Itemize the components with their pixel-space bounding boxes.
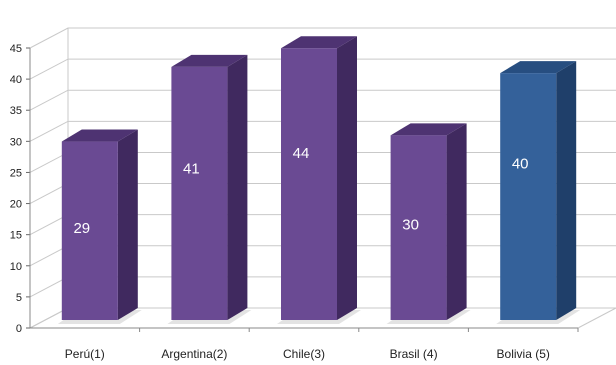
bar-side — [117, 129, 138, 320]
y-tick-label: 25 — [10, 167, 22, 179]
bar-front — [171, 66, 228, 320]
x-tick-label: Perú(1) — [65, 347, 105, 361]
bar-front — [281, 48, 337, 320]
gridline — [29, 58, 616, 80]
bar-front — [61, 141, 118, 320]
y-tick-label: 45 — [10, 43, 22, 55]
bar-front — [390, 135, 447, 320]
bar-side — [556, 61, 577, 320]
gridline — [29, 89, 616, 111]
bar: 29 — [57, 129, 142, 324]
gridline — [29, 27, 616, 49]
y-tick-label: 35 — [10, 105, 22, 117]
y-tick-label: 10 — [10, 261, 22, 273]
y-tick-label: 0 — [16, 323, 22, 335]
x-tick-label: Bolivia (5) — [497, 347, 550, 361]
bar-top — [61, 129, 138, 142]
bar-front — [500, 73, 557, 320]
data-label: 41 — [183, 160, 200, 177]
bar: 30 — [386, 123, 471, 324]
y-tick-label: 20 — [10, 199, 22, 211]
bar-top — [390, 123, 467, 136]
data-label: 30 — [402, 217, 419, 234]
data-label: 29 — [73, 220, 90, 237]
x-tick-label: Chile(3) — [283, 347, 325, 361]
bars: 29 41 44 30 40 — [57, 36, 581, 324]
y-axis: 0 5 10 15 20 25 30 35 40 45 — [10, 43, 31, 335]
bar-top — [500, 61, 577, 74]
gridline — [29, 120, 616, 142]
x-axis: Perú(1) Argentina(2) Chile(3) Brasil (4) Bol… — [30, 327, 579, 361]
y-tick-label: 15 — [10, 230, 22, 242]
y-tick-label: 40 — [10, 74, 22, 86]
bar-side — [337, 36, 357, 320]
x-tick-label: Brasil (4) — [390, 347, 438, 361]
bar: 44 — [277, 36, 361, 324]
bar-top — [281, 36, 357, 49]
data-label: 44 — [293, 145, 310, 162]
bar-side — [227, 54, 248, 321]
y-tick-label: 30 — [10, 136, 22, 148]
x-tick-label: Argentina(2) — [161, 347, 227, 361]
data-label: 40 — [512, 156, 529, 173]
y-tick-label: 5 — [16, 292, 22, 304]
bar-side — [446, 123, 467, 320]
floor-right-edge — [577, 307, 616, 329]
bar: 41 — [167, 54, 252, 324]
bar: 40 — [496, 61, 581, 324]
bar-top — [171, 54, 248, 67]
